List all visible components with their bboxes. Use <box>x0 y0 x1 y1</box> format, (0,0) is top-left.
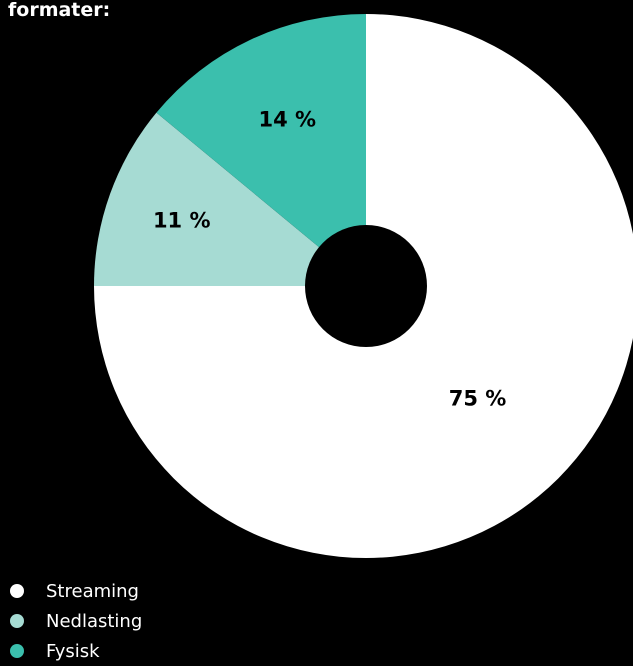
legend-swatch-nedlasting <box>10 614 24 628</box>
legend-item-streaming: Streaming <box>10 576 142 606</box>
chart-legend: Streaming Nedlasting Fysisk <box>10 576 142 666</box>
donut-hole <box>305 225 427 347</box>
slice-label-nedlasting: 11 % <box>153 209 211 233</box>
legend-swatch-streaming <box>10 584 24 598</box>
pie-slice-nedlasting <box>94 112 366 287</box>
legend-label-streaming: Streaming <box>46 580 139 602</box>
slice-label-fysisk: 14 % <box>258 108 316 132</box>
pie-slice-streaming <box>94 14 633 558</box>
pie-slice-fysisk <box>156 14 366 286</box>
slice-label-streaming: 75 % <box>449 387 507 411</box>
legend-item-nedlasting: Nedlasting <box>10 606 142 636</box>
legend-item-fysisk: Fysisk <box>10 636 142 666</box>
legend-label-fysisk: Fysisk <box>46 640 100 662</box>
legend-label-nedlasting: Nedlasting <box>46 610 143 632</box>
chart-title-fragment: formater: <box>8 0 111 21</box>
legend-swatch-fysisk <box>10 644 24 658</box>
